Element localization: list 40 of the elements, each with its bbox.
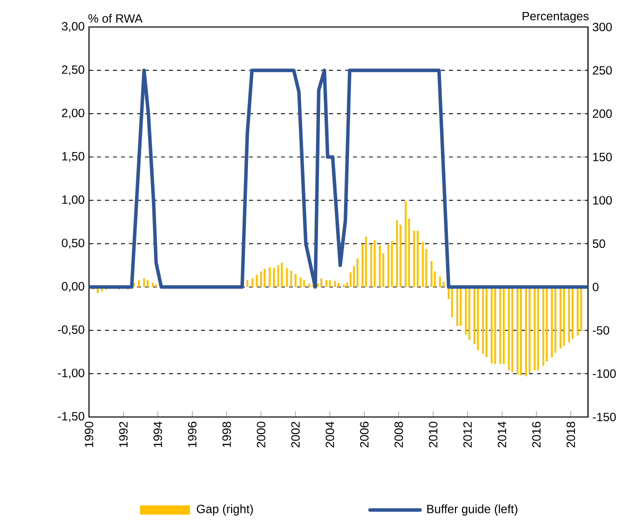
- x-tick-label: 2006: [360, 422, 369, 448]
- x-tick-label: 1996: [188, 422, 196, 448]
- y2-tick-label: 200: [592, 109, 612, 118]
- y2-tick-label: -50: [592, 326, 610, 335]
- y-tick-label: -0,50: [58, 325, 84, 336]
- y-axis-title: % of RWA: [88, 14, 143, 23]
- x-tick-label: 1998: [222, 422, 231, 448]
- y2-tick-label: 100: [593, 196, 612, 205]
- y2-tick-label: -150: [592, 412, 616, 422]
- legend-label: Gap (right): [196, 504, 253, 516]
- x-tick-label: 2002: [291, 422, 300, 448]
- y2-tick-label: 50: [592, 239, 606, 248]
- x-tick-label: 2008: [394, 422, 403, 448]
- y-tick-label: -1,00: [58, 368, 84, 379]
- y2-tick-label: 250: [592, 66, 612, 75]
- x-tick-label: 2012: [463, 422, 472, 448]
- y-tick-label: 1,00: [62, 195, 84, 206]
- x-tick-label: 2000: [256, 422, 266, 448]
- x-tick-label: 2016: [532, 422, 541, 448]
- y-tick-label: 1,50: [62, 152, 84, 162]
- y2-tick-label: 300: [592, 22, 612, 32]
- x-tick-label: 1990: [84, 422, 94, 448]
- y2-tick-label: -100: [592, 369, 616, 378]
- y-tick-label: -1,50: [58, 412, 84, 422]
- y-tick-label: 0,50: [62, 238, 84, 249]
- y-tick-label: 3,00: [62, 22, 84, 32]
- y-tick-label: 0,00: [62, 282, 84, 292]
- x-tick-label: 2018: [566, 422, 576, 448]
- line-series: [89, 68, 588, 289]
- x-tick-label: 2004: [326, 422, 334, 448]
- legend-label: Buffer guide (left): [427, 504, 518, 516]
- x-tick-label: 2010: [428, 422, 438, 448]
- x-tick-label: 1992: [119, 422, 128, 448]
- y2-tick-label: 0: [592, 282, 598, 292]
- y-tick-label: 2,00: [62, 108, 84, 119]
- y2-tick-label: 150: [593, 152, 612, 162]
- x-tick-label: 1994: [154, 422, 162, 448]
- y2-axis-title: Percentages: [522, 12, 589, 23]
- x-tick-label: 2014: [498, 422, 506, 448]
- y-tick-label: 2,50: [62, 65, 84, 76]
